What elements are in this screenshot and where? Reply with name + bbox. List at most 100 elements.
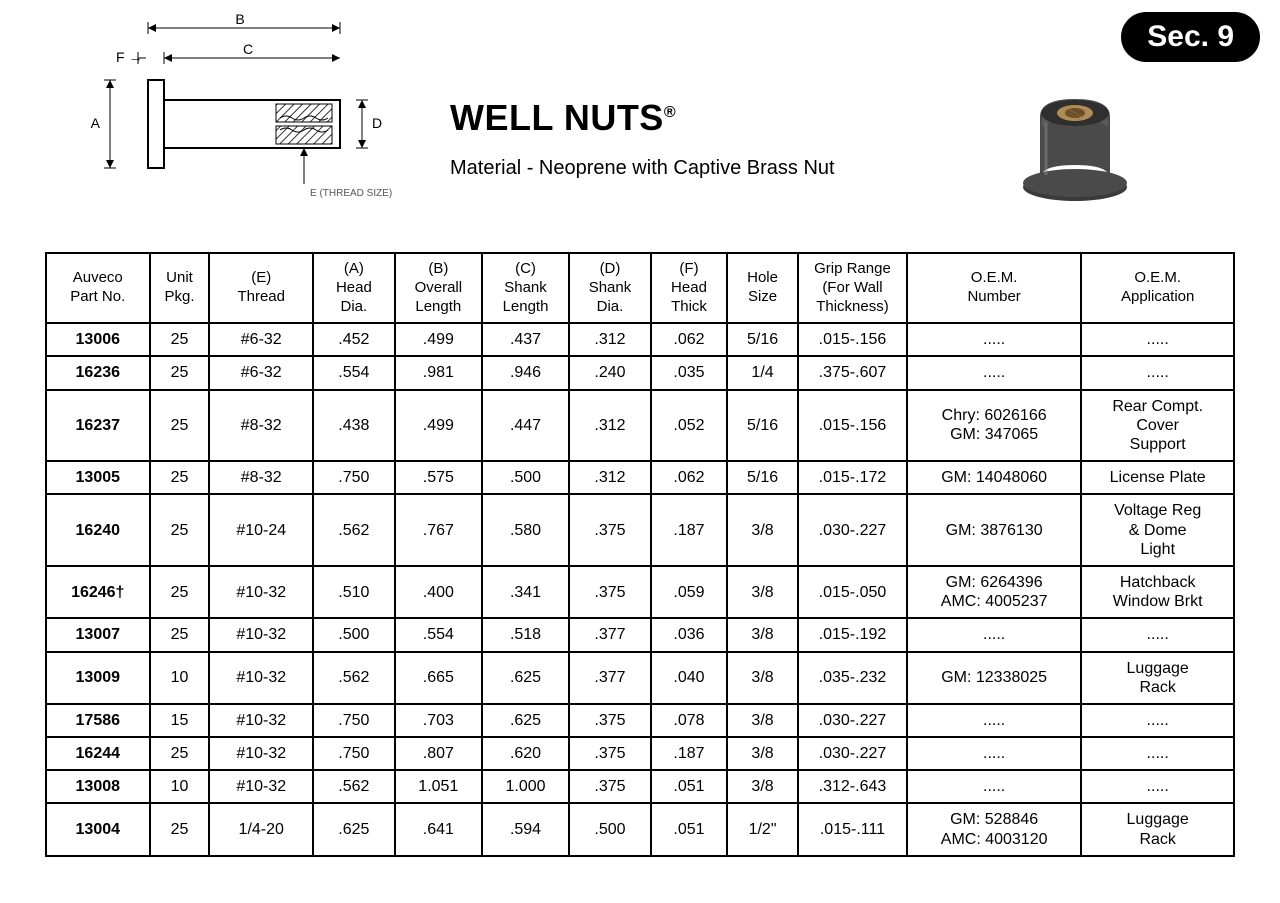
cell: .500 <box>313 618 395 651</box>
cell: .377 <box>569 652 651 704</box>
cell: 25 <box>150 390 210 462</box>
cell: .078 <box>651 704 727 737</box>
table-row: 13004251/4-20.625.641.594.500.0511/2".01… <box>46 803 1234 855</box>
cell: 25 <box>150 618 210 651</box>
cell: ..... <box>1081 770 1234 803</box>
cell: .015-.111 <box>798 803 907 855</box>
table-body: 1300625#6-32.452.499.437.312.0625/16.015… <box>46 323 1234 856</box>
cell: .312 <box>569 390 651 462</box>
cell: ..... <box>1081 323 1234 356</box>
col-header-11: O.E.M.Application <box>1081 253 1234 323</box>
cell: .312 <box>569 323 651 356</box>
cell: .375 <box>569 737 651 770</box>
col-header-0: AuvecoPart No. <box>46 253 150 323</box>
cell: ..... <box>1081 704 1234 737</box>
cell: ..... <box>907 356 1081 389</box>
table-row: 1623625#6-32.554.981.946.240.0351/4.375-… <box>46 356 1234 389</box>
cell: HatchbackWindow Brkt <box>1081 566 1234 618</box>
cell: .062 <box>651 461 727 494</box>
dim-C-label: C <box>243 41 253 57</box>
cell: 3/8 <box>727 770 798 803</box>
table-row: 1300725#10-32.500.554.518.377.0363/8.015… <box>46 618 1234 651</box>
cell: #10-24 <box>209 494 313 566</box>
product-photo <box>1010 87 1140 207</box>
cell: ..... <box>907 618 1081 651</box>
cell: .620 <box>482 737 569 770</box>
cell: 5/16 <box>727 323 798 356</box>
dim-A-label: A <box>91 115 101 131</box>
cell: ..... <box>1081 356 1234 389</box>
cell: GM: 14048060 <box>907 461 1081 494</box>
cell: .562 <box>313 770 395 803</box>
cell: .015-.172 <box>798 461 907 494</box>
cell: .187 <box>651 737 727 770</box>
cell: #8-32 <box>209 390 313 462</box>
cell: .035 <box>651 356 727 389</box>
cell: 1/4-20 <box>209 803 313 855</box>
cell: 10 <box>150 652 210 704</box>
cell: .452 <box>313 323 395 356</box>
cell: .750 <box>313 461 395 494</box>
cell: .015-.050 <box>798 566 907 618</box>
dim-B-label: B <box>235 12 244 27</box>
cell: GM: 6264396AMC: 4005237 <box>907 566 1081 618</box>
table-row: 1300625#6-32.452.499.437.312.0625/16.015… <box>46 323 1234 356</box>
cell: .562 <box>313 494 395 566</box>
cell: .500 <box>482 461 569 494</box>
cell: .030-.227 <box>798 737 907 770</box>
cell: .377 <box>569 618 651 651</box>
cell: .400 <box>395 566 482 618</box>
cell: #10-32 <box>209 770 313 803</box>
cell: #10-32 <box>209 704 313 737</box>
cell: 13005 <box>46 461 150 494</box>
cell: 10 <box>150 770 210 803</box>
cell: ..... <box>907 704 1081 737</box>
cell: 1.000 <box>482 770 569 803</box>
cell: .375 <box>569 770 651 803</box>
col-header-8: HoleSize <box>727 253 798 323</box>
cell: Rear Compt.CoverSupport <box>1081 390 1234 462</box>
cell: #6-32 <box>209 323 313 356</box>
cell: .438 <box>313 390 395 462</box>
cell: #10-32 <box>209 566 313 618</box>
cell: 3/8 <box>727 566 798 618</box>
cell: .554 <box>313 356 395 389</box>
cell: 13008 <box>46 770 150 803</box>
dim-D-label: D <box>372 115 382 131</box>
cell: Voltage Reg& DomeLight <box>1081 494 1234 566</box>
cell: ..... <box>907 323 1081 356</box>
table-row: 1624025#10-24.562.767.580.375.1873/8.030… <box>46 494 1234 566</box>
cell: .499 <box>395 323 482 356</box>
cell: 3/8 <box>727 737 798 770</box>
cell: .625 <box>313 803 395 855</box>
cell: 25 <box>150 803 210 855</box>
cell: #8-32 <box>209 461 313 494</box>
table-row: 1300810#10-32.5621.0511.000.375.0513/8.3… <box>46 770 1234 803</box>
cell: 16244 <box>46 737 150 770</box>
cell: .981 <box>395 356 482 389</box>
cell: .312-.643 <box>798 770 907 803</box>
cell: .030-.227 <box>798 494 907 566</box>
cell: .575 <box>395 461 482 494</box>
cell: 25 <box>150 356 210 389</box>
col-header-2: (E)Thread <box>209 253 313 323</box>
cell: 13009 <box>46 652 150 704</box>
table-row: 1624425#10-32.750.807.620.375.1873/8.030… <box>46 737 1234 770</box>
cell: #6-32 <box>209 356 313 389</box>
dimension-diagram: B F → C A <box>80 12 420 222</box>
dim-E-label: E (THREAD SIZE) <box>310 188 392 199</box>
table-row: 1300910#10-32.562.665.625.377.0403/8.035… <box>46 652 1234 704</box>
cell: 16237 <box>46 390 150 462</box>
cell: 25 <box>150 566 210 618</box>
cell: #10-32 <box>209 652 313 704</box>
cell: .035-.232 <box>798 652 907 704</box>
cell: 3/8 <box>727 494 798 566</box>
cell: 13004 <box>46 803 150 855</box>
cell: .036 <box>651 618 727 651</box>
cell: .040 <box>651 652 727 704</box>
cell: GM: 3876130 <box>907 494 1081 566</box>
cell: .499 <box>395 390 482 462</box>
cell: .554 <box>395 618 482 651</box>
cell: ..... <box>1081 737 1234 770</box>
registered-mark: ® <box>664 104 676 121</box>
